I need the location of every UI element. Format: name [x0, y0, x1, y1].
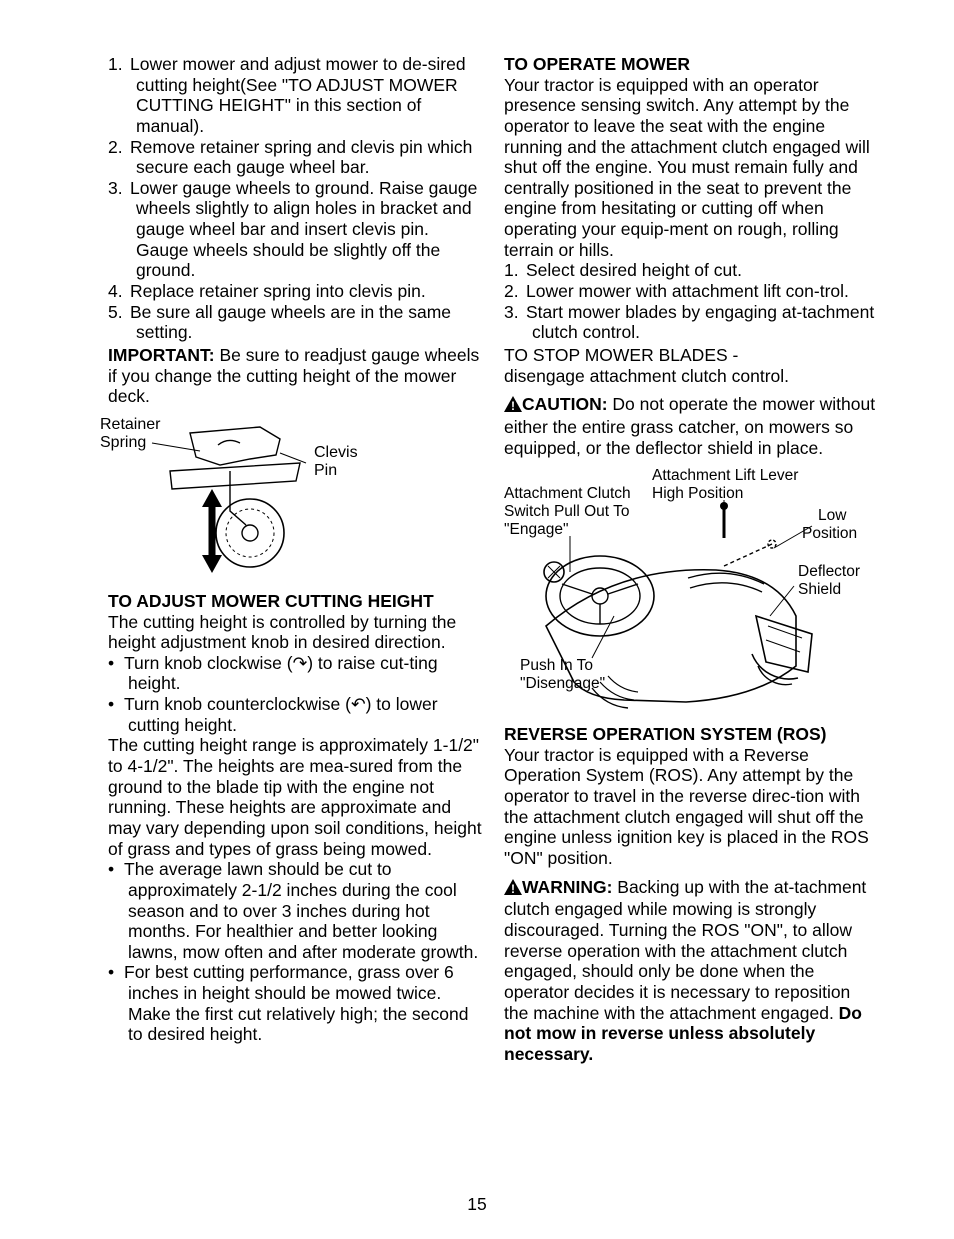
step-text: Remove retainer spring and clevis pin wh… — [130, 137, 472, 178]
mower-controls-svg: Attachment Clutch Switch Pull Out To "En… — [496, 466, 872, 718]
step-text: Lower gauge wheels to ground. Raise gaug… — [130, 178, 477, 281]
warning-label: WARNING: — [522, 877, 612, 897]
adjust-tips-bullets: The average lawn should be cut to approx… — [108, 859, 482, 1045]
caution-block: ! CAUTION: Do not operate the mower with… — [504, 394, 876, 458]
bullet-text: The average lawn should be cut to approx… — [124, 859, 478, 962]
gauge-wheel-svg: Retainer Spring Clevis Pin — [100, 415, 360, 585]
fig1-spring-label: Spring — [100, 434, 146, 451]
bullet-text: Turn knob counterclockwise (↶) to lower … — [124, 694, 438, 735]
left-column: 1.Lower mower and adjust mower to de-sir… — [108, 54, 482, 1064]
stop-line1: TO STOP MOWER BLADES - — [504, 345, 876, 366]
step-text: Select desired height of cut. — [526, 260, 742, 280]
list-item: 2.Lower mower with attachment lift con-t… — [504, 281, 876, 302]
step-text: Lower mower and adjust mower to de-sired… — [130, 54, 466, 136]
list-item: 3.Lower gauge wheels to ground. Raise ga… — [108, 178, 482, 281]
list-item: Turn knob counterclockwise (↶) to lower … — [108, 694, 482, 735]
bullet-text: Turn knob clockwise (↷) to raise cut-tin… — [124, 653, 438, 694]
adjust-intro: The cutting height is controlled by turn… — [108, 612, 482, 653]
operate-intro: Your tractor is equipped with an operato… — [504, 75, 876, 261]
adjust-knob-bullets: Turn knob clockwise (↷) to raise cut-tin… — [108, 653, 482, 736]
fig2-clutch1: Attachment Clutch — [504, 485, 631, 502]
bullet-text: For best cutting performance, grass over… — [124, 962, 468, 1044]
right-column: TO OPERATE MOWER Your tractor is equippe… — [504, 54, 876, 1064]
step-text: Replace retainer spring into clevis pin. — [130, 281, 426, 301]
caution-label: CAUTION: — [522, 394, 608, 414]
page-number: 15 — [0, 1194, 954, 1215]
fig2-defl2: Shield — [798, 581, 841, 598]
gauge-wheel-diagram: Retainer Spring Clevis Pin — [100, 415, 482, 585]
svg-text:!: ! — [511, 399, 515, 412]
adjust-range: The cutting height range is approximatel… — [108, 735, 482, 859]
operate-heading: TO OPERATE MOWER — [504, 54, 876, 75]
list-item: 2.Remove retainer spring and clevis pin … — [108, 137, 482, 178]
list-item: 1.Lower mower and adjust mower to de-sir… — [108, 54, 482, 137]
fig2-high: High Position — [652, 485, 743, 502]
mower-controls-diagram: Attachment Clutch Switch Pull Out To "En… — [496, 466, 876, 718]
step-text: Lower mower with attachment lift con-tro… — [526, 281, 849, 301]
ros-heading: REVERSE OPERATION SYSTEM (ROS) — [504, 724, 876, 745]
fig2-defl1: Deflector — [798, 563, 860, 580]
list-item: The average lawn should be cut to approx… — [108, 859, 482, 962]
list-item: 4.Replace retainer spring into clevis pi… — [108, 281, 482, 302]
gauge-wheel-steps: 1.Lower mower and adjust mower to de-sir… — [108, 54, 482, 343]
adjust-heading: TO ADJUST MOWER CUTTING HEIGHT — [108, 591, 482, 612]
fig1-clevis-label: Clevis — [314, 444, 358, 461]
fig2-clutch2: Switch Pull Out To — [504, 503, 630, 520]
fig1-retainer-label: Retainer — [100, 416, 161, 433]
list-item: 1.Select desired height of cut. — [504, 260, 876, 281]
caution-icon: ! — [504, 396, 522, 417]
stop-line2: disengage attachment clutch control. — [504, 366, 876, 387]
fig2-push1: Push In To — [520, 657, 593, 674]
ros-text: Your tractor is equipped with a Reverse … — [504, 745, 876, 869]
warning-text: Backing up with the at-tachment clutch e… — [504, 877, 866, 1023]
list-item: 3.Start mower blades by engaging at-tach… — [504, 302, 876, 343]
step-text: Start mower blades by engaging at-tachme… — [526, 302, 874, 343]
fig2-lift: Attachment Lift Lever — [652, 467, 798, 484]
page-content: 1.Lower mower and adjust mower to de-sir… — [0, 0, 954, 1104]
step-text: Be sure all gauge wheels are in the same… — [130, 302, 451, 343]
warning-icon: ! — [504, 879, 522, 900]
fig1-pin-label: Pin — [314, 462, 337, 479]
list-item: For best cutting performance, grass over… — [108, 962, 482, 1045]
warning-block: ! WARNING: Backing up with the at-tachme… — [504, 877, 876, 1065]
fig2-low1: Low — [818, 507, 847, 524]
fig2-clutch3: "Engage" — [504, 521, 568, 538]
operate-steps: 1.Select desired height of cut. 2.Lower … — [504, 260, 876, 343]
svg-text:!: ! — [511, 882, 515, 895]
list-item: Turn knob clockwise (↷) to raise cut-tin… — [108, 653, 482, 694]
important-label: IMPORTANT: — [108, 345, 215, 365]
list-item: 5.Be sure all gauge wheels are in the sa… — [108, 302, 482, 343]
important-note: IMPORTANT: Be sure to readjust gauge whe… — [108, 345, 482, 407]
